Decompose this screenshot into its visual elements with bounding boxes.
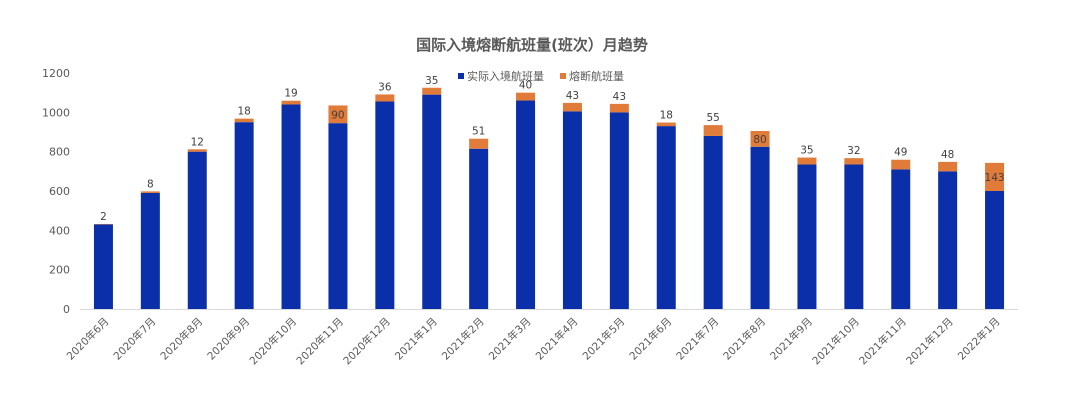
x-tick-label: 2022年1月 xyxy=(955,315,1003,363)
bar-meltdown xyxy=(562,102,582,112)
bar-actual xyxy=(187,151,207,309)
data-label: 48 xyxy=(941,149,954,161)
y-tick-label: 1200 xyxy=(42,67,70,80)
data-label: 19 xyxy=(284,88,297,100)
data-label: 35 xyxy=(800,145,813,157)
data-label: 2 xyxy=(100,211,107,223)
data-labels: 2 8 12 18 19 90 36 35 51 40 43 43 18 55 80 35 32 49 48 143 xyxy=(100,75,1004,223)
bar-meltdown xyxy=(609,103,629,113)
bar-actual xyxy=(891,169,911,309)
data-label: 80 xyxy=(753,134,766,146)
y-axis: 0 200 400 600 800 1000 1200 xyxy=(42,67,70,316)
bar-meltdown xyxy=(703,125,723,136)
bar-meltdown xyxy=(234,118,254,123)
x-tick-label: 2021年9月 xyxy=(767,315,815,363)
bar-meltdown xyxy=(797,157,817,165)
bar-meltdown xyxy=(985,162,1005,191)
bar-meltdown xyxy=(891,159,911,170)
bar-actual xyxy=(938,171,958,309)
bar-actual xyxy=(750,146,770,309)
bar-actual xyxy=(609,112,629,309)
data-label: 18 xyxy=(660,110,673,122)
legend-label: 实际入境航班量 xyxy=(467,69,544,83)
bars xyxy=(93,87,1005,310)
x-tick-label: 2021年10月 xyxy=(810,315,862,367)
x-tick-label: 2021年1月 xyxy=(392,315,440,363)
x-tick-label: 2020年11月 xyxy=(294,315,346,367)
bar-actual xyxy=(797,164,817,309)
data-label: 43 xyxy=(613,91,626,103)
bar-actual xyxy=(469,148,489,309)
bar-meltdown xyxy=(938,161,958,172)
x-tick-label: 2021年12月 xyxy=(903,315,955,367)
x-tick-label: 2021年2月 xyxy=(439,315,487,363)
x-tick-label: 2021年6月 xyxy=(627,315,675,363)
x-tick-label: 2020年7月 xyxy=(111,315,159,363)
x-tick-label: 2020年6月 xyxy=(64,315,112,363)
y-tick-label: 800 xyxy=(49,146,70,159)
y-tick-label: 1000 xyxy=(42,106,70,119)
bar-actual xyxy=(375,101,395,310)
x-tick-label: 2020年8月 xyxy=(158,315,206,363)
bar-meltdown xyxy=(516,92,536,101)
data-label: 43 xyxy=(566,90,579,102)
data-label: 35 xyxy=(425,75,438,87)
bar-actual xyxy=(328,123,348,310)
data-label: 36 xyxy=(378,81,392,93)
bar-meltdown xyxy=(187,149,207,152)
bar-actual xyxy=(281,104,301,309)
bar-meltdown xyxy=(375,94,395,102)
bar-actual xyxy=(985,191,1005,309)
bar-actual xyxy=(656,126,676,309)
x-tick-label: 2021年3月 xyxy=(486,315,534,363)
legend: 实际入境航班量 熔断航班量 xyxy=(458,69,624,83)
data-label: 12 xyxy=(191,136,204,148)
data-label: 90 xyxy=(331,109,344,121)
bar-meltdown xyxy=(844,158,864,165)
bar-actual xyxy=(93,224,113,309)
bar-actual xyxy=(234,122,254,310)
x-tick-label: 2021年7月 xyxy=(674,315,722,363)
bar-meltdown xyxy=(750,131,770,147)
bar-actual xyxy=(140,192,160,309)
legend-swatch xyxy=(458,73,464,79)
x-tick-label: 2020年12月 xyxy=(341,315,393,367)
data-label: 49 xyxy=(894,147,907,159)
x-tick-label: 2021年11月 xyxy=(856,315,908,367)
bar-meltdown xyxy=(656,122,676,127)
chart-title: 国际入境熔断航班量(班次）月趋势 xyxy=(416,36,648,54)
data-label: 32 xyxy=(847,145,860,157)
bar-meltdown xyxy=(422,87,442,95)
data-label: 51 xyxy=(472,126,485,138)
x-tick-label: 2020年10月 xyxy=(247,315,299,367)
bar-actual xyxy=(422,94,442,309)
x-tick-label: 2020年9月 xyxy=(205,315,253,363)
x-tick-label: 2021年4月 xyxy=(533,315,581,363)
bar-actual xyxy=(562,111,582,309)
bar-meltdown xyxy=(328,105,348,124)
bar-meltdown xyxy=(469,138,489,149)
y-tick-label: 400 xyxy=(49,224,70,237)
bar-actual xyxy=(516,100,536,310)
legend-label: 熔断航班量 xyxy=(569,69,624,83)
data-label: 143 xyxy=(985,172,1005,184)
data-label: 8 xyxy=(147,178,154,190)
bar-actual xyxy=(703,135,723,309)
legend-swatch xyxy=(560,73,566,79)
bar-meltdown xyxy=(140,191,160,193)
data-label: 18 xyxy=(237,106,250,118)
data-label: 55 xyxy=(706,112,719,124)
data-label: 40 xyxy=(519,80,532,92)
x-tick-label: 2021年5月 xyxy=(580,315,628,363)
x-tick-label: 2021年8月 xyxy=(721,315,769,363)
bar-meltdown xyxy=(281,100,301,105)
x-axis: 2020年6月 2020年7月 2020年8月 2020年9月2020年10月2020… xyxy=(64,309,1018,367)
y-tick-label: 600 xyxy=(49,185,70,198)
bar-actual xyxy=(844,164,864,309)
y-tick-label: 0 xyxy=(63,303,70,316)
y-tick-label: 200 xyxy=(49,264,70,277)
